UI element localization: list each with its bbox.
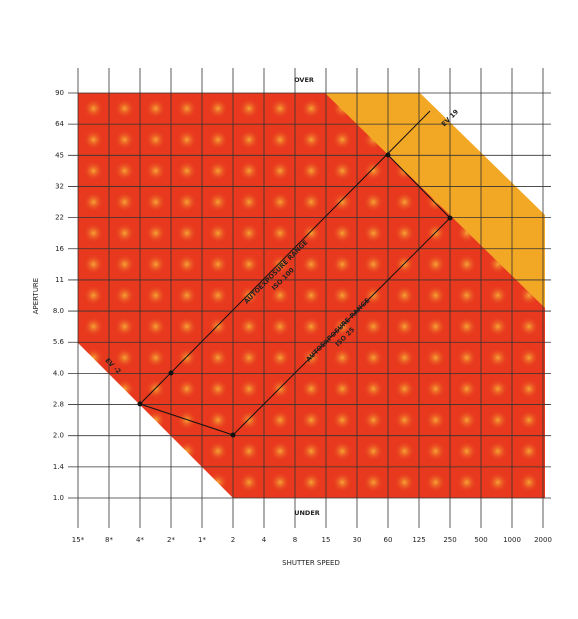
x-tick-label: 2000 [534,536,552,544]
exposure-chart: OVER UNDER EV 19 EV -2 AUTOEXPOSURE RANG… [0,0,578,619]
x-axis-title: SHUTTER SPEED [282,559,340,567]
x-tick-label: 1000 [503,536,521,544]
x-tick-label: 15 [322,536,331,544]
y-tick-label: 11 [55,276,64,284]
y-tick-label: 4.0 [53,369,64,377]
y-tick-label: 1.0 [53,494,64,502]
point [169,371,173,375]
over-label: OVER [294,76,314,84]
y-axis-title: APERTURE [32,278,40,314]
x-tick-label: 500 [474,536,487,544]
y-tick-label: 2.8 [53,401,64,409]
x-tick-label: 60 [384,536,393,544]
x-tick-label: 125 [412,536,425,544]
y-tick-label: 8.0 [53,307,64,315]
y-tick-label: 90 [55,89,64,97]
under-label: UNDER [294,509,320,517]
y-tick-label: 64 [55,120,64,128]
x-tick-label: 4* [136,536,144,544]
y-tick-label: 45 [55,151,64,159]
x-tick-label: 2* [167,536,175,544]
x-tick-label: 15* [72,536,85,544]
x-tick-label: 250 [443,536,456,544]
x-tick-label: 4 [262,536,267,544]
y-tick-label: 2.0 [53,432,64,440]
y-tick-label: 16 [55,245,64,253]
point [386,153,390,157]
point [231,433,235,437]
point [448,216,452,220]
x-tick-label: 30 [353,536,362,544]
y-tick-label: 22 [55,214,64,222]
x-tick-label: 8* [105,536,113,544]
y-tick-label: 5.6 [53,338,65,346]
point [138,402,142,406]
y-tick-label: 1.4 [53,463,65,471]
x-tick-label: 8 [293,536,297,544]
y-tick-label: 32 [55,182,64,190]
x-tick-label: 1* [198,536,206,544]
x-tick-label: 2 [231,536,235,544]
